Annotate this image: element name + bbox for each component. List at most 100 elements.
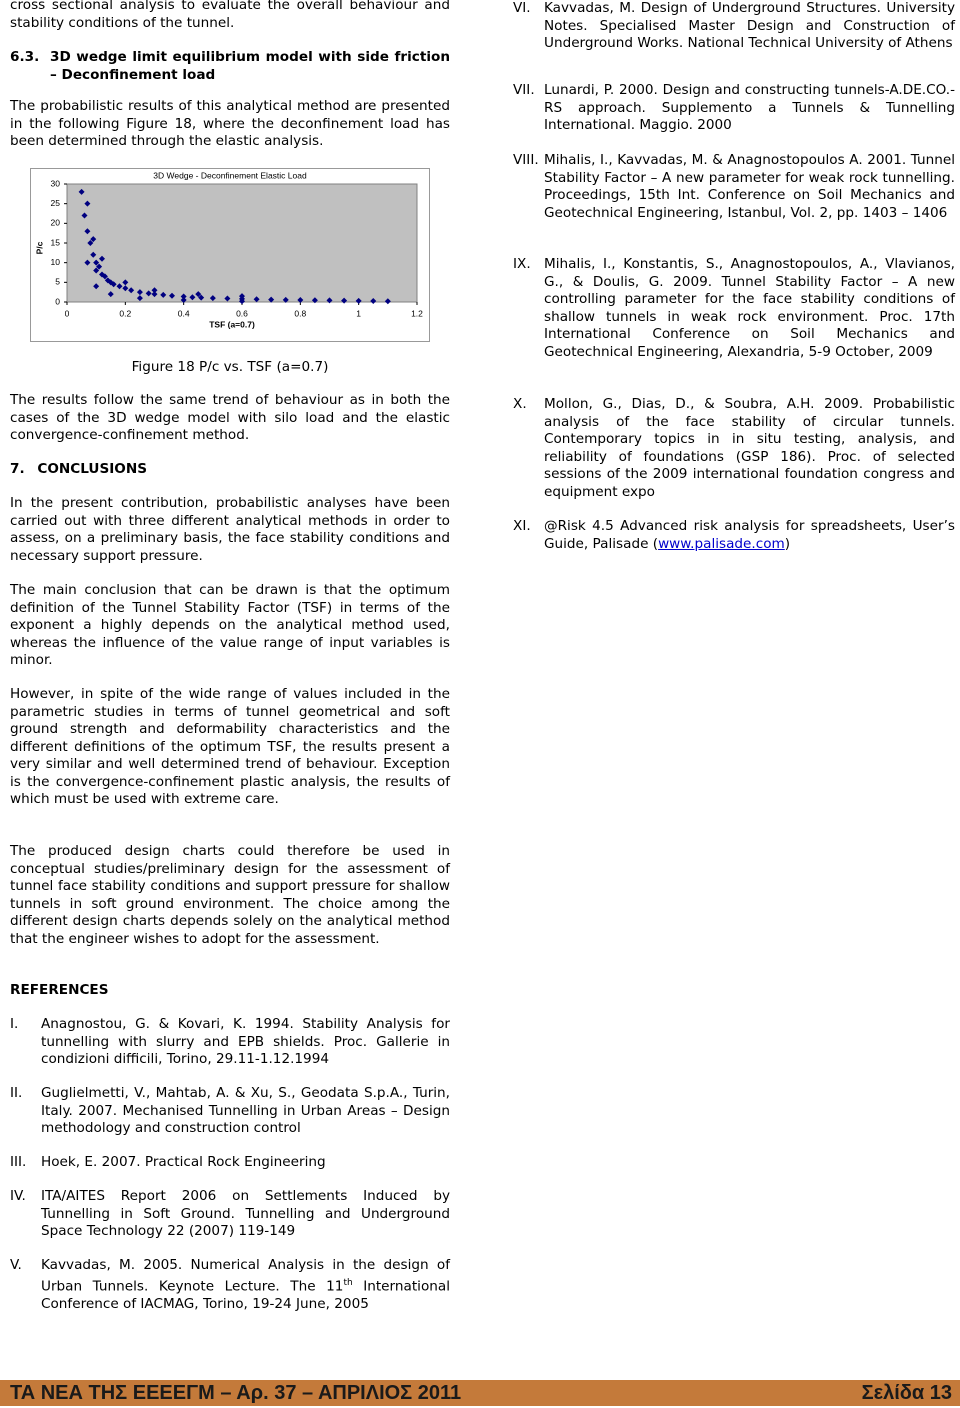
scatter-point [122, 285, 129, 292]
reference: V. Kavvadas, M. 2005. Numerical Analysis … [10, 1257, 450, 1313]
reference: VIII. Mihalis, I., Kavvadas, M. & Anagnos… [513, 152, 955, 222]
reference-number: IX. [513, 256, 531, 272]
reference-text: ITA/AITES Report 2006 on Settlements Ind… [41, 1188, 450, 1241]
x-tick-label: 0.2 [119, 308, 131, 318]
scatter-point [99, 271, 105, 278]
x-tick-label: 0.8 [294, 308, 306, 318]
references-heading: REFERENCES [10, 982, 109, 998]
scatter-point [198, 294, 205, 301]
reference-body: ) [784, 535, 791, 552]
page-number: Σελίδα 13 [861, 1382, 952, 1404]
scatter-point [116, 283, 123, 290]
scatter-point [93, 267, 100, 274]
y-tick-label: 25 [51, 198, 61, 208]
reference-number: IV. [10, 1188, 26, 1204]
scatter-point [90, 236, 97, 243]
y-tick-label: 20 [51, 218, 61, 228]
reference-number: VI. [513, 0, 531, 16]
reference: IX. Mihalis, I., Konstantis, S., Anagnost… [513, 256, 955, 361]
reference-text: Guglielmetti, V., Mahtab, A. & Xu, S., G… [41, 1085, 450, 1138]
x-tick-label: 1.2 [411, 308, 423, 318]
paragraph: The produced design charts could therefo… [10, 843, 450, 947]
scatter-point [151, 291, 158, 298]
reference-body: Hoek, E. 2007. Practical Rock Engineerin… [41, 1154, 326, 1170]
reference-text: Mihalis, I., Konstantis, S., Anagnostopo… [544, 256, 955, 361]
scatter-point [189, 294, 196, 301]
reference-text: Mollon, G., Dias, D., & Soubra, A.H. 200… [544, 396, 955, 501]
scatter-point [341, 297, 348, 304]
reference-number: VII. [513, 82, 535, 98]
reference-body: ITA/AITES Report 2006 on Settlements Ind… [41, 1188, 450, 1239]
reference-text: Mihalis, I., Kavvadas, M. & Anagnostopou… [544, 152, 955, 222]
scatter-point [93, 283, 100, 290]
chart-title: 3D Wedge - Deconfinement Elastic Load [153, 170, 307, 180]
scatter-point [128, 287, 135, 294]
reference: XI. @Risk 4.5 Advanced risk analysis for … [513, 518, 955, 553]
scatter-point [90, 251, 97, 258]
paragraph: In the present contribution, probabilist… [10, 495, 450, 564]
reference-number: XI. [513, 518, 531, 534]
y-tick-label: 0 [55, 296, 60, 306]
section-heading: 6.3. 3D wedge limit equilibrium model wi… [10, 49, 450, 84]
reference-number: X. [513, 396, 527, 412]
reference-body: Mihalis, I., Konstantis, S., Anagnostopo… [544, 256, 955, 360]
scatter-point [136, 289, 143, 296]
right-column: VI. Kavvadas, M. Design of Underground St… [513, 0, 955, 1330]
scatter-point [96, 263, 103, 270]
reference: IV. ITA/AITES Report 2006 on Settlements … [10, 1188, 450, 1241]
section-number: 6.3. [10, 49, 40, 65]
y-axis-label: P/c [34, 241, 44, 254]
scatter-point [268, 296, 275, 303]
scatter-point [180, 293, 187, 300]
reference-text: @Risk 4.5 Advanced risk analysis for spr… [544, 518, 955, 553]
y-tick-label: 10 [51, 257, 61, 267]
scatter-point [122, 279, 129, 286]
reference-number: I. [10, 1016, 19, 1032]
scatter-point [209, 295, 216, 302]
scatter-point [110, 281, 117, 288]
paragraph: The main conclusion that can be drawn is… [10, 582, 450, 668]
scatter-point [253, 296, 260, 303]
footer-title: ΤΑ ΝΕΑ ΤΗΣ ΕΕΕΕΓΜ – Αρ. 37 – ΑΠΡΙΛΙΟΣ 20… [10, 1382, 462, 1404]
x-tick-label: 1 [356, 308, 361, 318]
scatter-point [84, 200, 91, 207]
x-tick-label: 0.6 [236, 308, 248, 318]
reference: II. Guglielmetti, V., Mahtab, A. & Xu, S.… [10, 1085, 450, 1138]
section-title: CONCLUSIONS [37, 461, 148, 477]
paragraph: cross sectional analysis to evaluate the… [10, 0, 450, 31]
scatter-point [101, 273, 108, 280]
reference-body: International Conference of IACMAG, Tori… [41, 1278, 450, 1312]
x-axis-label: TSF (a=0.7) [209, 319, 255, 329]
section-number: 7. [10, 461, 25, 477]
reference: VII. Lunardi, P. 2000. Design and constru… [513, 82, 955, 135]
scatter-point [145, 290, 152, 297]
reference-number: VIII. [513, 152, 539, 168]
scatter-point [195, 291, 202, 298]
paragraph: However, in spite of the wide range of v… [10, 686, 450, 807]
scatter-point [107, 279, 114, 286]
scatter-point [78, 188, 85, 195]
reference-text: Lunardi, P. 2000. Design and constructin… [544, 82, 955, 135]
scatter-point [239, 298, 245, 305]
scatter-point [326, 297, 333, 304]
reference: VI. Kavvadas, M. Design of Underground St… [513, 0, 955, 53]
paragraph: The probabilistic results of this analyt… [10, 98, 450, 149]
scatter-point [282, 296, 289, 303]
reference-text: Hoek, E. 2007. Practical Rock Engineerin… [41, 1154, 450, 1172]
y-tick-label: 5 [55, 277, 60, 287]
scatter-point [239, 293, 245, 300]
scatter-point [107, 291, 114, 298]
scatter-point [87, 240, 94, 246]
scatter-point [370, 298, 377, 305]
x-tick-label: 0 [65, 308, 70, 318]
scatter-point [136, 295, 143, 302]
reference-text: Kavvadas, M. Design of Underground Struc… [544, 0, 955, 53]
reference-body: Kavvadas, M. Design of Underground Struc… [544, 0, 955, 51]
reference-number: II. [10, 1085, 23, 1101]
scatter-point [224, 295, 231, 302]
y-tick-label: 30 [51, 178, 61, 188]
reference-body: @Risk 4.5 Advanced risk analysis for spr… [544, 518, 955, 552]
link[interactable]: www.palisade.com [658, 535, 785, 552]
reference: I. Anagnostou, G. & Kovari, K. 1994. Stab… [10, 1016, 450, 1069]
